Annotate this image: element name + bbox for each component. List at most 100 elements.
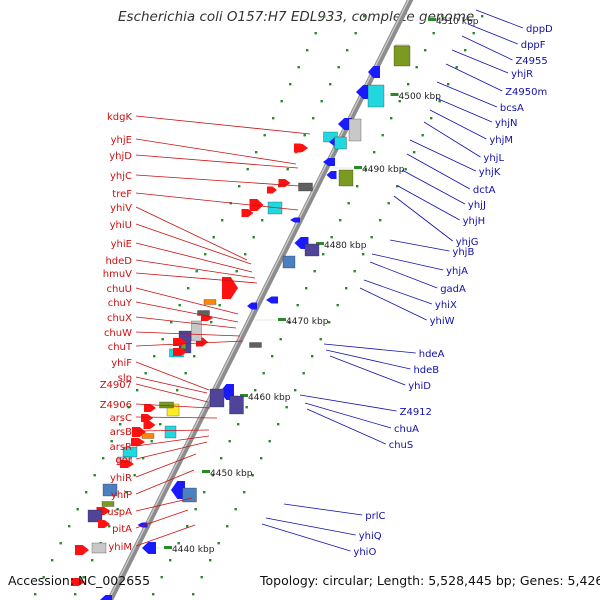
leader-line bbox=[135, 469, 195, 495]
guide-dot bbox=[161, 338, 164, 341]
gene-label-chuT: chuT bbox=[108, 342, 133, 353]
forward-gene-arrow bbox=[141, 414, 153, 422]
leader-line bbox=[135, 435, 210, 447]
map-title: Escherichia coli O157:H7 EDL933, complet… bbox=[118, 9, 475, 25]
gene-label-yhjL: yhjL bbox=[483, 153, 504, 164]
guide-dot bbox=[441, 15, 444, 18]
guide-dot bbox=[108, 525, 111, 528]
leader-line bbox=[299, 394, 397, 412]
guide-dot bbox=[272, 117, 275, 120]
guide-dot bbox=[396, 185, 399, 188]
leader-line bbox=[265, 517, 356, 536]
leader-line bbox=[435, 97, 493, 123]
guide-dot bbox=[125, 491, 128, 494]
gene-label-yhjC: yhjC bbox=[110, 171, 132, 182]
guide-dot bbox=[204, 253, 207, 256]
leader-line bbox=[135, 301, 239, 323]
leader-line bbox=[389, 239, 450, 252]
gene-label-arsB: arsB bbox=[110, 427, 132, 438]
leader-line bbox=[283, 503, 363, 516]
scale-tick-mark bbox=[428, 18, 436, 21]
leader-line bbox=[325, 349, 411, 370]
leader-line bbox=[135, 509, 189, 529]
guide-dot bbox=[472, 32, 475, 35]
guide-dot bbox=[415, 66, 418, 69]
guide-dot bbox=[404, 168, 407, 171]
leader-line bbox=[135, 138, 297, 165]
guide-dot bbox=[430, 117, 433, 120]
gene-box bbox=[304, 243, 320, 257]
gene-box bbox=[229, 395, 244, 415]
guide-dot bbox=[373, 151, 376, 154]
guide-dot bbox=[127, 406, 130, 409]
guide-dot bbox=[285, 406, 288, 409]
guide-dot bbox=[277, 423, 280, 426]
leader-line bbox=[135, 272, 258, 284]
guide-dot bbox=[312, 117, 315, 120]
gene-label-gadA: gadA bbox=[440, 284, 466, 295]
reverse-gene-arrow bbox=[326, 171, 337, 179]
guide-dot bbox=[255, 151, 258, 154]
gene-label-hdeB: hdeB bbox=[413, 365, 439, 376]
scale-tick-mark bbox=[278, 318, 286, 321]
dotted-guide-2 bbox=[152, 15, 444, 596]
guide-dot bbox=[379, 219, 382, 222]
gene-label-Z4950m: Z4950m bbox=[505, 87, 547, 98]
gene-label-dppD: dppD bbox=[526, 24, 553, 35]
gene-label-yhiW: yhiW bbox=[430, 316, 455, 327]
forward-gene-arrow bbox=[267, 186, 277, 194]
scale-tick-label: 4450 kbp bbox=[210, 469, 253, 479]
guide-dot bbox=[339, 219, 342, 222]
reverse-gene-arrow bbox=[142, 542, 156, 554]
gene-label-chuU: chuU bbox=[107, 284, 133, 295]
leader-line bbox=[135, 259, 256, 279]
gene-label-yhiD: yhiD bbox=[408, 381, 431, 392]
guide-dot bbox=[323, 15, 326, 18]
guide-dot bbox=[464, 49, 467, 52]
guide-dot bbox=[362, 253, 365, 256]
guide-dot bbox=[178, 304, 181, 307]
guide-dot bbox=[313, 270, 316, 273]
guide-dot bbox=[187, 287, 190, 290]
forward-gene-arrow bbox=[75, 545, 89, 555]
gene-box bbox=[282, 255, 296, 269]
gene-label-yhjK: yhjK bbox=[479, 167, 501, 178]
guide-dot bbox=[311, 355, 314, 358]
guide-dot bbox=[85, 491, 88, 494]
guide-dot bbox=[268, 440, 271, 443]
forward-gene-arrow bbox=[278, 179, 291, 187]
gene-label-yhiM: yhiM bbox=[108, 542, 132, 553]
guide-dot bbox=[59, 542, 62, 545]
guide-dot bbox=[288, 321, 291, 324]
gene-box bbox=[91, 542, 107, 554]
leader-line bbox=[401, 169, 466, 205]
guide-dot bbox=[364, 168, 367, 171]
leader-line bbox=[135, 206, 248, 261]
leader-line bbox=[135, 403, 211, 409]
guide-dot bbox=[76, 508, 79, 511]
guide-dot bbox=[336, 304, 339, 307]
gene-label-yhjG: yhjG bbox=[456, 237, 479, 248]
gene-box bbox=[393, 45, 411, 67]
gene-label-yhjJ: yhjJ bbox=[468, 200, 486, 211]
guide-dot bbox=[455, 66, 458, 69]
gene-label-yhiP: yhiP bbox=[111, 490, 132, 501]
guide-dot bbox=[363, 15, 366, 18]
guide-dot bbox=[110, 440, 113, 443]
gene-label-bcsA: bcsA bbox=[500, 103, 524, 114]
guide-dot bbox=[356, 185, 359, 188]
gene-label-yhiF: yhiF bbox=[111, 358, 132, 369]
guide-dot bbox=[387, 202, 390, 205]
gene-label-dctA: dctA bbox=[473, 185, 496, 196]
gene-box bbox=[209, 388, 225, 408]
leader-line bbox=[135, 361, 210, 391]
scale-tick-mark bbox=[240, 394, 248, 397]
dotted-guide-0 bbox=[34, 15, 326, 596]
guide-dot bbox=[407, 83, 410, 86]
guide-dot bbox=[234, 508, 237, 511]
guide-dot bbox=[254, 389, 257, 392]
guide-dot bbox=[346, 49, 349, 52]
gene-label-yhjN: yhjN bbox=[495, 118, 518, 129]
